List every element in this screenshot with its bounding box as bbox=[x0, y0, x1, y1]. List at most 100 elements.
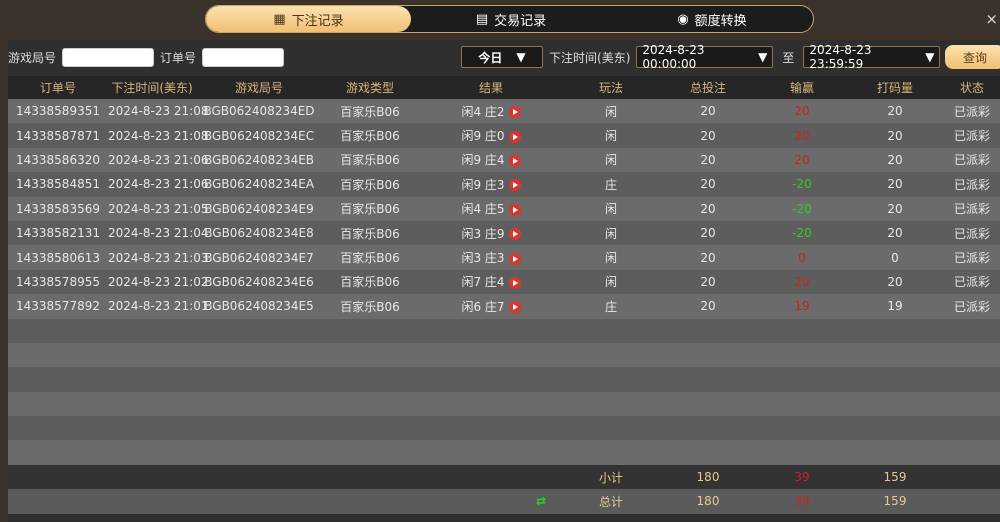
cell-5: 闲 bbox=[604, 104, 617, 119]
tab-label: 下注记录 bbox=[291, 13, 344, 29]
table-row[interactable]: 14338577892 2024-8-23 21:01 BGB062408234E5… bbox=[8, 294, 1000, 319]
tab-0[interactable]: ▦ 下注记录 bbox=[206, 6, 411, 32]
result-text: 闲9 庄4 bbox=[461, 153, 505, 168]
cell-1: 2024-8-23 21:03 bbox=[108, 250, 209, 265]
cell-0: 14338584851 bbox=[16, 177, 100, 192]
cell-7: -20 bbox=[792, 226, 812, 241]
cell-7: 20 bbox=[794, 274, 810, 289]
cell-5: 闲 bbox=[604, 275, 617, 290]
result-text: 闲9 庄3 bbox=[461, 177, 505, 192]
cell-0: 14338580613 bbox=[16, 250, 100, 265]
tab-bar: ▦ 下注记录 ▤ 交易记录 ◉ 额度转换 bbox=[205, 5, 814, 33]
table-row[interactable]: 14338582131 2024-8-23 21:04 BGB062408234E8… bbox=[8, 220, 1000, 246]
table-row bbox=[8, 367, 1000, 392]
cell-6: 20 bbox=[700, 177, 716, 192]
refresh-icon[interactable]: ⇄ bbox=[535, 494, 546, 509]
play-replay-icon[interactable] bbox=[508, 106, 521, 119]
cell-9: 已派彩 bbox=[953, 177, 990, 192]
column-header[interactable]: 结果 bbox=[478, 81, 503, 95]
records-table: 订单号 下注时间(美东) 游戏局号 游戏类型 结果 玩法 总投注 输赢 打码量 状态 1433858… bbox=[8, 76, 1000, 514]
tab-2[interactable]: ◉ 额度转换 bbox=[611, 6, 813, 32]
play-replay-icon[interactable] bbox=[508, 252, 521, 265]
table-row[interactable]: 14338578955 2024-8-23 21:02 BGB062408234E6… bbox=[8, 269, 1000, 295]
play-replay-icon[interactable] bbox=[508, 130, 521, 143]
play-replay-icon[interactable] bbox=[508, 228, 521, 241]
cell-0: 14338589351 bbox=[16, 104, 100, 119]
column-header[interactable]: 状态 bbox=[959, 81, 984, 95]
close-icon[interactable]: × bbox=[985, 10, 998, 28]
cell-5: 闲 bbox=[604, 153, 617, 168]
game-no-input[interactable] bbox=[62, 47, 155, 67]
column-header[interactable]: 下注时间(美东) bbox=[111, 81, 193, 95]
cell-8: 20 bbox=[887, 177, 903, 192]
cell-2: BGB062408234E6 bbox=[204, 274, 314, 289]
column-header[interactable]: 玩法 bbox=[598, 81, 623, 95]
cell-3: 百家乐B06 bbox=[340, 104, 400, 119]
cell-1: 2024-8-23 21:04 bbox=[108, 226, 209, 241]
cell-5: 闲 bbox=[604, 129, 617, 144]
total-row: ⇄ 总计 180 39 159 bbox=[8, 489, 1000, 514]
cell-1: 2024-8-23 21:08 bbox=[108, 128, 209, 143]
table-row[interactable]: 14338583569 2024-8-23 21:05 BGB062408234E9… bbox=[8, 196, 1000, 221]
table-row[interactable]: 14338587871 2024-8-23 21:08 BGB062408234EC… bbox=[8, 123, 1000, 148]
subtotal-label: 小计 bbox=[598, 470, 623, 485]
play-replay-icon[interactable] bbox=[508, 179, 521, 192]
result-cell: 闲6 庄7 bbox=[418, 298, 564, 315]
total-win: 39 bbox=[794, 494, 810, 509]
table-row[interactable]: 14338586320 2024-8-23 21:06 BGB062408234EB… bbox=[8, 147, 1000, 173]
result-cell: 闲3 庄3 bbox=[418, 249, 564, 266]
column-header[interactable]: 输赢 bbox=[789, 81, 814, 95]
cell-3: 百家乐B06 bbox=[340, 153, 400, 168]
start-time-select[interactable]: 2024-8-23 00:00:00 ▼ bbox=[636, 43, 774, 71]
cell-1: 2024-8-23 21:01 bbox=[108, 299, 209, 314]
play-replay-icon[interactable] bbox=[508, 301, 521, 314]
to-label: 至 bbox=[782, 50, 795, 65]
column-header[interactable]: 游戏局号 bbox=[234, 81, 283, 95]
result-text: 闲9 庄0 bbox=[461, 129, 505, 144]
column-header[interactable]: 游戏类型 bbox=[345, 81, 394, 95]
column-header[interactable]: 总投注 bbox=[689, 81, 726, 95]
period-select[interactable]: 今日 ▼ bbox=[461, 46, 544, 68]
play-replay-icon[interactable] bbox=[508, 154, 521, 167]
table-row[interactable]: 14338589351 2024-8-23 21:08 BGB062408234ED… bbox=[8, 99, 1000, 124]
table-row[interactable]: 14338580613 2024-8-23 21:03 BGB062408234E7… bbox=[8, 245, 1000, 270]
result-text: 闲4 庄2 bbox=[461, 104, 505, 119]
cell-9: 已派彩 bbox=[953, 275, 990, 290]
end-time-select[interactable]: 2024-8-23 23:59:59 ▼ bbox=[803, 43, 941, 71]
cell-7: -20 bbox=[792, 201, 812, 216]
tab-1[interactable]: ▤ 交易记录 bbox=[411, 6, 611, 32]
column-header[interactable]: 打码量 bbox=[876, 81, 913, 95]
cell-1: 2024-8-23 21:08 bbox=[108, 104, 209, 119]
cell-3: 百家乐B06 bbox=[340, 299, 400, 314]
cell-2: BGB062408234EA bbox=[203, 177, 315, 192]
cell-2: BGB062408234E7 bbox=[204, 250, 314, 265]
play-replay-icon[interactable] bbox=[508, 276, 521, 289]
cell-3: 百家乐B06 bbox=[340, 251, 400, 266]
cell-0: 14338582131 bbox=[16, 226, 100, 241]
result-text: 闲7 庄4 bbox=[461, 275, 505, 290]
column-header[interactable]: 订单号 bbox=[39, 81, 76, 95]
cell-5: 闲 bbox=[604, 226, 617, 241]
table-row[interactable]: 14338584851 2024-8-23 21:06 BGB062408234EA… bbox=[8, 172, 1000, 197]
result-cell: 闲9 庄0 bbox=[418, 127, 564, 144]
tab-label: 额度转换 bbox=[694, 13, 747, 29]
cell-7: -20 bbox=[792, 177, 812, 192]
chevron-down-icon: ▼ bbox=[516, 50, 526, 64]
cell-5: 闲 bbox=[604, 251, 617, 266]
total-label: 总计 bbox=[598, 494, 623, 509]
cell-2: BGB062408234EC bbox=[203, 128, 315, 143]
result-text: 闲3 庄3 bbox=[461, 251, 505, 266]
cell-7: 20 bbox=[794, 152, 810, 167]
table-row bbox=[8, 416, 1000, 441]
play-replay-icon[interactable] bbox=[508, 203, 521, 216]
cell-0: 14338578955 bbox=[16, 274, 100, 289]
document-icon: ▤ bbox=[475, 11, 489, 27]
result-cell: 闲9 庄3 bbox=[418, 176, 564, 193]
cell-8: 20 bbox=[887, 152, 903, 167]
cell-0: 14338583569 bbox=[16, 201, 100, 216]
cell-8: 20 bbox=[887, 201, 903, 216]
query-button[interactable]: 查询 bbox=[945, 45, 1000, 69]
order-no-input[interactable] bbox=[202, 47, 285, 67]
order-no-label: 订单号 bbox=[160, 50, 197, 65]
cell-9: 已派彩 bbox=[953, 153, 990, 168]
